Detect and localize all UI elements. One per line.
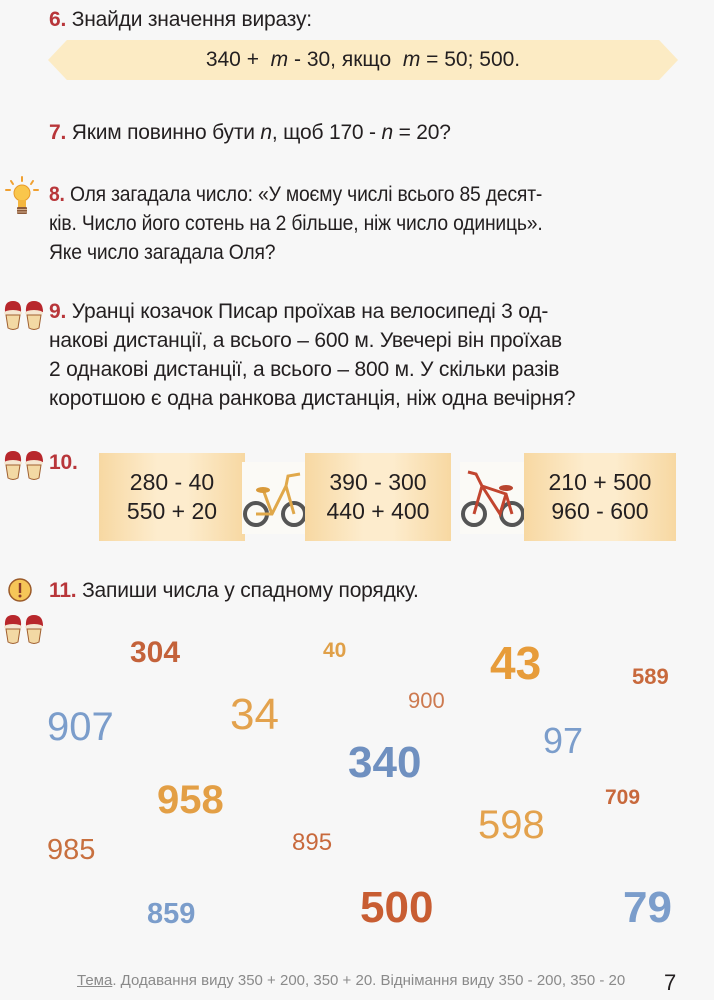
variable-n: n bbox=[381, 121, 393, 144]
exclamation-icon bbox=[7, 577, 33, 603]
expression: 280 - 40 bbox=[129, 469, 215, 495]
variable-n: n bbox=[260, 121, 272, 144]
scattered-number: 34 bbox=[230, 690, 279, 739]
expression: 210 + 500 bbox=[548, 469, 652, 495]
page-number: 7 bbox=[664, 970, 677, 995]
mittens-icon bbox=[2, 448, 46, 482]
task-text-line: коротшою є одна ранкова дистанція, ніж о… bbox=[49, 387, 576, 410]
scattered-number: 958 bbox=[157, 778, 224, 822]
mittens-icon bbox=[2, 612, 46, 646]
task-7: 7. Яким повинно бути n, щоб 170 - n = 20… bbox=[49, 118, 451, 147]
task-text: Яким повинно бути bbox=[71, 121, 261, 144]
task-text-line: Оля загадала число: «У моєму числі всьог… bbox=[69, 183, 543, 206]
expression-card: 280 - 40 550 + 20 bbox=[99, 453, 245, 541]
expression-part: = 50; 500. bbox=[420, 48, 521, 71]
expression-card: 390 - 300 440 + 400 bbox=[305, 453, 451, 541]
expression-card: 210 + 500 960 - 600 bbox=[524, 453, 676, 541]
task-text-line: Уранці козачок Писар проїхав на велосипе… bbox=[71, 300, 549, 323]
task-number: 6. bbox=[49, 8, 67, 31]
expression: 960 - 600 bbox=[551, 498, 649, 524]
topic-label: Тема bbox=[77, 972, 113, 989]
scattered-number: 859 bbox=[147, 898, 196, 930]
scattered-number: 907 bbox=[47, 705, 114, 749]
yellow-bicycle-icon bbox=[242, 462, 308, 534]
task-11: 11. Запиши числа у спадному порядку. bbox=[49, 576, 419, 605]
expression-banner: 340 + m - 30, якщо m = 50; 500. bbox=[48, 40, 678, 80]
scattered-number: 79 bbox=[623, 883, 672, 932]
mittens-icon bbox=[2, 298, 46, 332]
scattered-number: 304 bbox=[130, 636, 181, 669]
scattered-number: 589 bbox=[632, 664, 669, 689]
footer-topic: Тема. Додавання виду 350 + 200, 350 + 20… bbox=[77, 972, 625, 989]
task-number: 11. bbox=[49, 579, 77, 602]
variable-m: m bbox=[402, 48, 421, 71]
scattered-number: 895 bbox=[292, 829, 333, 856]
scattered-number: 709 bbox=[605, 786, 641, 809]
task-9: 9. Уранці козачок Писар проїхав на велос… bbox=[49, 297, 576, 413]
scattered-number: 598 bbox=[478, 803, 545, 847]
scattered-number: 97 bbox=[543, 720, 584, 761]
expression: 550 + 20 bbox=[126, 498, 218, 524]
lightbulb-icon bbox=[4, 175, 40, 219]
scattered-number: 40 bbox=[323, 639, 347, 662]
task-number: 9. bbox=[49, 300, 67, 323]
task-number: 8. bbox=[49, 183, 65, 206]
expression: 440 + 400 bbox=[326, 498, 430, 524]
expression: 390 - 300 bbox=[329, 469, 427, 495]
scattered-number: 43 bbox=[490, 637, 542, 689]
task-6-heading: 6. Знайди значення виразу: bbox=[49, 5, 312, 34]
task-number: 10. bbox=[49, 451, 78, 474]
scattered-number: 500 bbox=[360, 883, 434, 932]
topic-text: . Додавання виду 350 + 200, 350 + 20. Ві… bbox=[112, 972, 626, 989]
scattered-number: 340 bbox=[348, 738, 422, 787]
expression-part: - 30, якщо bbox=[288, 48, 397, 71]
red-bicycle-icon bbox=[460, 462, 526, 534]
task-text-line: накові дистанції, а всього – 600 м. Увеч… bbox=[49, 329, 562, 352]
task-number: 7. bbox=[49, 121, 67, 144]
task-text: = 20? bbox=[392, 121, 451, 144]
scattered-number: 985 bbox=[47, 834, 96, 866]
expression-part: 340 + bbox=[205, 48, 265, 71]
task-text-line: Яке число загадала Оля? bbox=[49, 241, 276, 264]
task-text: Знайди значення виразу: bbox=[71, 8, 312, 31]
task-8: 8. Оля загадала число: «У моєму числі вс… bbox=[49, 180, 543, 267]
task-text-line: ків. Число його сотень на 2 більше, ніж … bbox=[49, 212, 543, 235]
scattered-number: 900 bbox=[408, 688, 445, 713]
variable-m: m bbox=[270, 48, 289, 71]
task-text: , щоб 170 - bbox=[271, 121, 382, 144]
task-text: Запиши числа у спадному порядку. bbox=[82, 579, 419, 602]
task-text-line: 2 однакові дистанції, а всього – 800 м. … bbox=[49, 358, 560, 381]
